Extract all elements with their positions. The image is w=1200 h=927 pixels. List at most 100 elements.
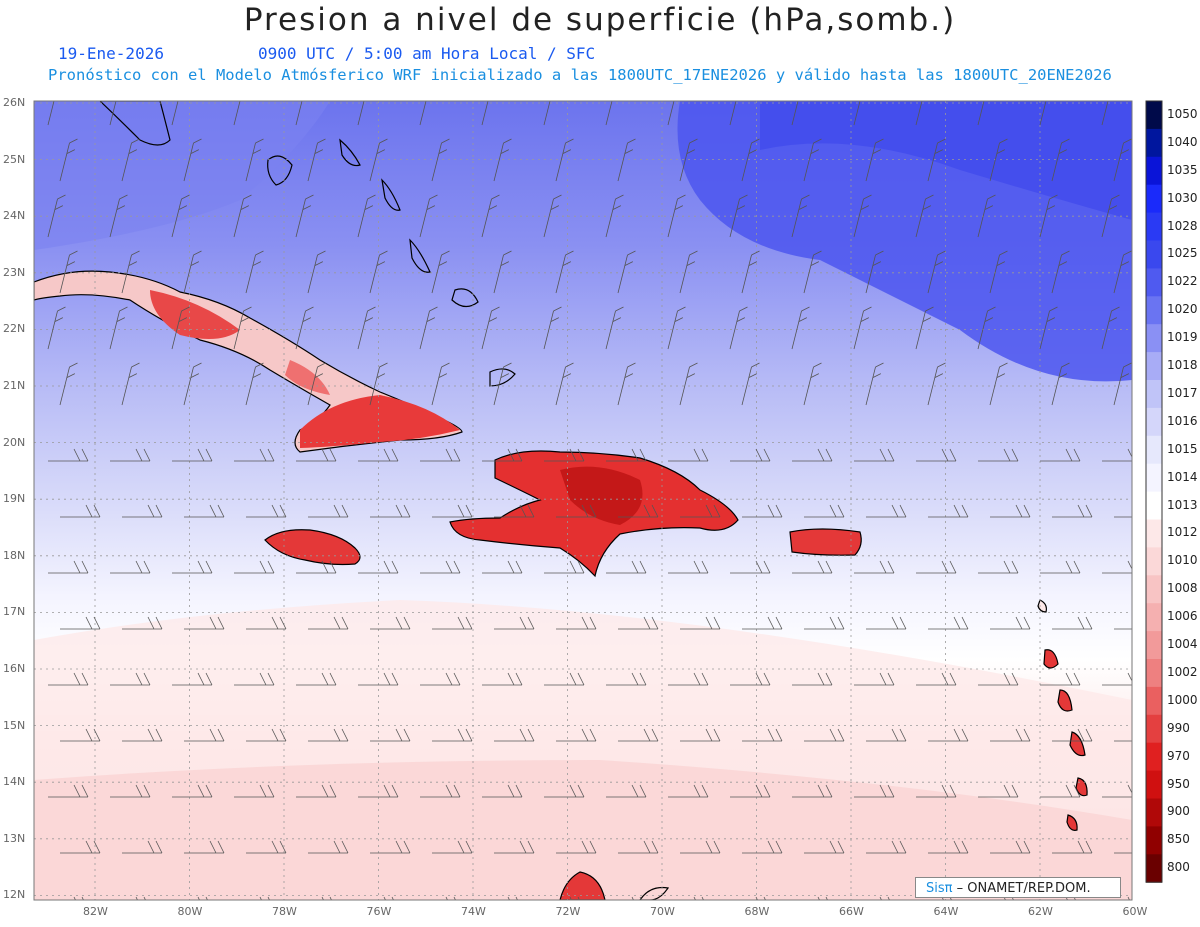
wind-barb	[121, 138, 140, 182]
colorbar-swatch	[1146, 407, 1162, 437]
lat-label: 19N	[3, 492, 26, 506]
wind-barb	[879, 896, 890, 900]
wind-barb	[927, 362, 946, 406]
wind-barb	[990, 504, 1031, 518]
wind-barb	[494, 504, 535, 518]
wind-barb	[493, 138, 512, 182]
colorbar-label: 970	[1167, 748, 1190, 763]
wind-barb	[507, 896, 518, 900]
wind-barb	[494, 840, 535, 854]
colorbar-swatch	[1146, 798, 1162, 827]
lat-label: 18N	[3, 548, 26, 562]
wind-barb	[977, 306, 996, 350]
lat-label: 25N	[3, 152, 26, 166]
colorbar-label: 1018	[1167, 358, 1198, 373]
forecast-description: Pronóstico con el Modelo Atmósferico WRF…	[48, 66, 1112, 84]
wind-barb	[184, 504, 225, 518]
colorbar-label: 1000	[1167, 692, 1198, 707]
wind-barb	[481, 306, 500, 350]
wind-barb	[668, 560, 709, 574]
lat-label: 15N	[3, 718, 26, 732]
jamaica	[264, 529, 361, 566]
pressure-field	[34, 101, 1132, 900]
wind-barb	[606, 560, 647, 574]
wind-barb	[183, 250, 202, 294]
colorbar-label: 1020	[1167, 302, 1198, 317]
wind-barb	[853, 194, 872, 238]
wind-barb	[853, 306, 872, 350]
colorbar-swatch	[1146, 324, 1162, 353]
colorbar-label: 1004	[1167, 637, 1198, 652]
wind-barb	[941, 896, 952, 900]
wind-barb	[432, 504, 473, 518]
wind-barb	[296, 448, 337, 462]
wind-barb	[1127, 896, 1130, 900]
colorbar-swatch	[1146, 519, 1162, 548]
colorbar-label: 990	[1167, 720, 1190, 735]
wind-barb	[122, 616, 163, 630]
wind-barb	[1114, 516, 1132, 518]
wind-barb	[730, 672, 771, 686]
colorbar-label: 850	[1167, 832, 1190, 847]
wind-barb	[233, 306, 252, 350]
wind-barb	[605, 101, 613, 126]
wind-barb	[989, 362, 1008, 406]
wind-barb	[110, 448, 151, 462]
wind-barb	[1101, 101, 1109, 126]
colorbar-label: 1016	[1167, 413, 1198, 428]
colorbar-label: 1040	[1167, 134, 1198, 149]
wind-barb	[544, 672, 585, 686]
wind-barb	[680, 840, 721, 854]
wind-barb	[817, 896, 828, 900]
wind-barb	[741, 250, 760, 294]
wind-barb	[420, 448, 461, 462]
wind-barb	[358, 672, 399, 686]
wind-barb	[184, 840, 225, 854]
lat-label: 24N	[3, 209, 26, 223]
wind-barb	[1051, 138, 1070, 182]
wind-barb	[121, 362, 140, 406]
wind-barb	[555, 362, 574, 406]
wind-barb	[618, 616, 659, 630]
colorbar-label: 1006	[1167, 609, 1198, 624]
wind-barb	[308, 728, 349, 742]
colorbar-label: 1019	[1167, 330, 1198, 345]
colorbar-swatch	[1146, 491, 1162, 520]
wind-barb	[853, 101, 861, 126]
wind-barb	[234, 448, 275, 462]
wind-barb	[617, 362, 636, 406]
wind-barb	[556, 504, 597, 518]
wind-barb	[183, 138, 202, 182]
wind-barb	[59, 250, 78, 294]
wind-barb	[59, 138, 78, 182]
wind-barb	[1101, 194, 1120, 238]
wind-barb	[481, 101, 489, 126]
wind-barb	[122, 840, 163, 854]
wind-barb	[804, 504, 845, 518]
wind-barb	[680, 728, 721, 742]
colorbar-label: 950	[1167, 776, 1190, 791]
wind-barb	[804, 616, 845, 630]
wind-barb	[916, 784, 957, 798]
colorbar-swatch	[1146, 352, 1162, 381]
wind-barb	[245, 138, 264, 182]
wind-barb	[48, 448, 89, 462]
wind-barb	[308, 504, 349, 518]
wind-barb	[989, 250, 1008, 294]
colorbar-label: 1028	[1167, 218, 1198, 233]
wind-barb	[1040, 784, 1081, 798]
wind-barb	[431, 250, 450, 294]
wind-barb	[482, 560, 523, 574]
wind-barb	[730, 560, 771, 574]
wind-barb	[742, 504, 783, 518]
wind-barb	[370, 616, 411, 630]
wind-barb	[668, 784, 709, 798]
wind-barb	[618, 504, 659, 518]
lat-label: 21N	[3, 379, 26, 392]
lon-label: 82W	[83, 905, 108, 918]
graticule	[34, 101, 1132, 900]
wind-barb	[668, 672, 709, 686]
wind-barb	[121, 250, 140, 294]
colorbar-label: 1008	[1167, 581, 1198, 596]
colorbar-label: 1050	[1167, 106, 1198, 121]
